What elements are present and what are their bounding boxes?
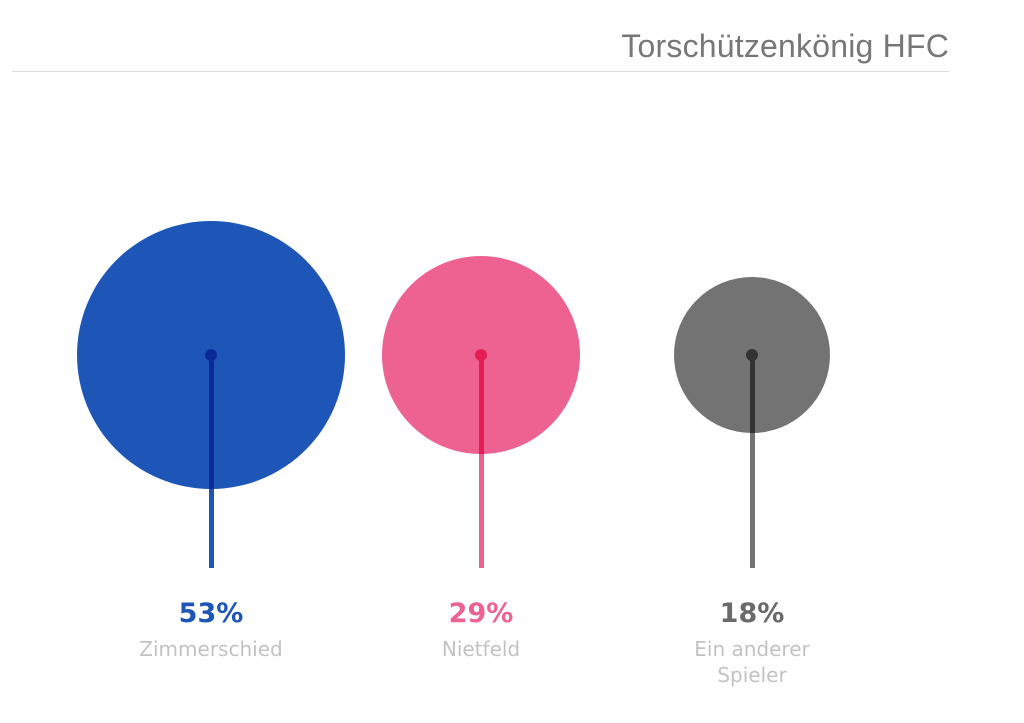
percent-value: 29% [448, 598, 514, 629]
stem [749, 355, 755, 568]
center-dot [205, 349, 217, 361]
stem-overlap [478, 355, 484, 454]
stem-overlap [208, 355, 214, 489]
stem [478, 355, 484, 568]
percent-value: 53% [178, 598, 244, 629]
chart-title: Torschützenkönig HFC [621, 28, 949, 64]
center-dot [746, 349, 758, 361]
category-label: Ein anderer Spieler [694, 637, 810, 687]
title-divider [12, 71, 949, 72]
category-label: Zimmerschied [139, 637, 283, 661]
center-dot [475, 349, 487, 361]
percent-value: 18% [719, 598, 785, 629]
stem-overlap [749, 355, 755, 433]
category-label: Nietfeld [441, 637, 521, 661]
